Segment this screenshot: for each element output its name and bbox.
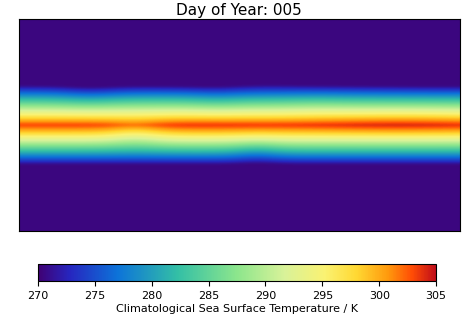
Title: Day of Year: 005: Day of Year: 005	[176, 3, 302, 18]
X-axis label: Climatological Sea Surface Temperature / K: Climatological Sea Surface Temperature /…	[116, 304, 358, 314]
